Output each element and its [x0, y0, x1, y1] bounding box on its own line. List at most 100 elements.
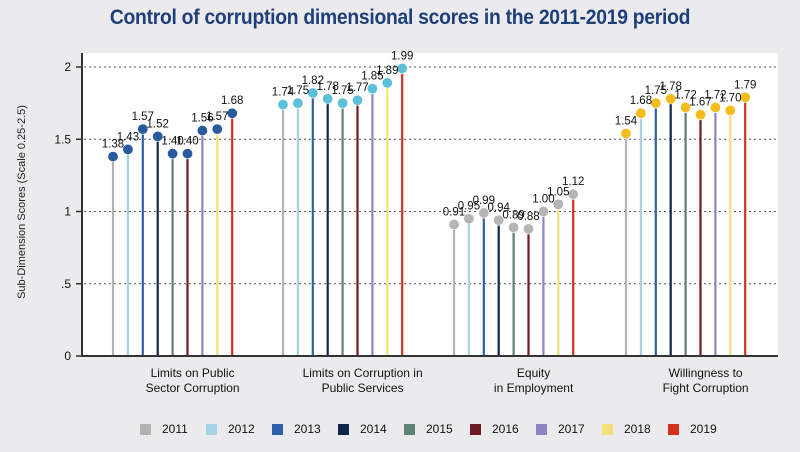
- value-label: 1.43: [117, 131, 139, 143]
- marker-2015: [680, 101, 692, 113]
- legend-item-2015: 2015: [404, 422, 470, 436]
- legend-swatch: [404, 423, 415, 435]
- legend-swatch: [338, 423, 349, 435]
- marker-2019: [567, 188, 579, 200]
- marker-2011: [107, 151, 119, 163]
- marker-2018: [724, 104, 736, 116]
- value-label: 1.75: [331, 85, 353, 97]
- value-label: 1.70: [719, 92, 741, 104]
- marker-2011: [277, 99, 289, 111]
- marker-2013: [650, 97, 662, 109]
- marker-2012: [635, 107, 647, 119]
- value-label: 1.79: [734, 79, 756, 91]
- value-label: 1.68: [630, 95, 652, 107]
- value-label: 1.00: [532, 194, 554, 206]
- value-label: 1.75: [287, 85, 309, 97]
- value-label: 1.85: [361, 71, 383, 83]
- marker-2014: [665, 93, 677, 105]
- value-label: 1.99: [391, 50, 413, 62]
- legend-label: 2017: [558, 422, 585, 436]
- legend-item-2017: 2017: [536, 422, 602, 436]
- value-label: 1.56: [191, 113, 213, 125]
- marker-2018: [552, 198, 564, 210]
- legend-swatch: [206, 423, 217, 435]
- marker-2016: [351, 94, 363, 106]
- category-label: Willingness to Fight Corruption: [662, 366, 749, 395]
- marker-2013: [307, 87, 319, 99]
- legend-label: 2012: [228, 422, 255, 436]
- value-label: 1.72: [674, 89, 696, 101]
- value-label: 1.68: [221, 95, 243, 107]
- value-label: 1.78: [317, 81, 339, 93]
- legend-label: 2015: [426, 422, 453, 436]
- y-tick-label: 1: [64, 205, 71, 219]
- chart-title: Control of corruption dimensional scores…: [109, 6, 691, 29]
- legend-item-2019: 2019: [668, 422, 734, 436]
- value-label: 1.57: [132, 111, 154, 123]
- y-tick-label: 0: [64, 349, 71, 363]
- marker-2017: [196, 125, 208, 137]
- value-label: 0.94: [488, 202, 511, 214]
- marker-2014: [152, 130, 164, 142]
- legend-label: 2018: [624, 422, 651, 436]
- value-label: 1.40: [161, 136, 183, 148]
- value-label: 1.67: [689, 97, 711, 109]
- plot-background: [82, 53, 778, 356]
- value-label: 1.38: [102, 139, 124, 151]
- legend-item-2018: 2018: [602, 422, 668, 436]
- marker-2015: [508, 221, 520, 233]
- legend-swatch: [668, 423, 679, 435]
- value-label: 1.75: [645, 85, 667, 97]
- value-label: 1.05: [547, 186, 569, 198]
- category-label: Limits on Corruption in Public Services: [302, 366, 423, 395]
- marker-2014: [322, 93, 334, 105]
- legend-swatch: [536, 423, 547, 435]
- value-label: 1.54: [615, 115, 638, 127]
- marker-2011: [620, 127, 632, 139]
- y-tick-label: .5: [61, 277, 71, 291]
- marker-2012: [122, 143, 134, 155]
- marker-2018: [381, 77, 393, 89]
- y-tick-label: 2: [64, 60, 71, 74]
- legend-swatch: [470, 423, 481, 435]
- value-label: 1.52: [147, 118, 169, 130]
- marker-2016: [182, 148, 194, 160]
- legend-swatch: [272, 423, 283, 435]
- marker-2018: [211, 123, 223, 135]
- legend-item-2011: 2011: [140, 422, 206, 436]
- legend-item-2016: 2016: [470, 422, 536, 436]
- legend-item-2012: 2012: [206, 422, 272, 436]
- legend-item-2014: 2014: [338, 422, 404, 436]
- value-label: 1.74: [272, 87, 295, 99]
- value-label: 0.99: [473, 195, 495, 207]
- legend-label: 2013: [294, 422, 321, 436]
- legend-label: 2014: [360, 422, 387, 436]
- marker-2016: [694, 109, 706, 121]
- legend-swatch: [602, 423, 613, 435]
- value-label: 1.77: [346, 82, 368, 94]
- marker-2011: [448, 219, 460, 231]
- legend-label: 2019: [690, 422, 717, 436]
- marker-2016: [522, 223, 534, 235]
- y-tick-label: 1.5: [54, 132, 71, 146]
- marker-2017: [709, 101, 721, 113]
- category-label: Equity in Employment: [493, 366, 574, 395]
- marker-2019: [226, 107, 238, 119]
- marker-2013: [478, 207, 490, 219]
- marker-2015: [337, 97, 349, 109]
- marker-2017: [366, 83, 378, 95]
- value-label: 1.57: [206, 111, 228, 123]
- marker-2012: [463, 213, 475, 225]
- value-label: 1.40: [176, 136, 198, 148]
- value-label: 0.88: [517, 211, 539, 223]
- category-label: Limits on Public Sector Corruption: [145, 366, 240, 395]
- value-label: 1.12: [562, 176, 584, 188]
- value-label: 1.82: [302, 75, 324, 87]
- marker-2012: [292, 97, 304, 109]
- marker-2014: [493, 214, 505, 226]
- marker-2019: [739, 91, 751, 103]
- value-label: 0.89: [502, 209, 524, 221]
- value-label: 0.95: [458, 201, 480, 213]
- marker-2017: [537, 206, 549, 218]
- value-label: 0.91: [443, 207, 465, 219]
